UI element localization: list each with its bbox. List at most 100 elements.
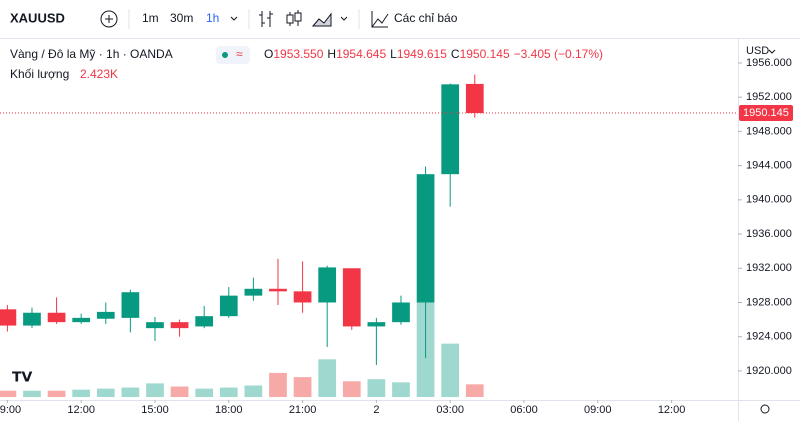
settings-icon[interactable] [760,404,770,414]
candle-body [269,288,287,292]
candle-body [392,302,410,323]
volume-bar [465,384,484,397]
volume-bar [367,379,386,397]
candle-body [219,295,238,317]
y-tick-label: 1940.000 [746,194,792,206]
add-symbol[interactable] [100,10,118,28]
area-icon[interactable] [311,12,332,27]
volume-bar [170,386,189,397]
y-tick-label: 1936.000 [746,228,792,240]
candle-body [416,174,435,303]
x-tick-label: 06:00 [510,404,538,416]
candle-body [293,291,312,303]
candle-body [146,322,164,329]
candle-body [0,309,17,326]
indicators[interactable]: Các chỉ báo [394,11,458,25]
x-tick-label: 09:00 [584,404,612,416]
status-dot [222,52,228,58]
legend-text: O [264,47,273,61]
y-tick-label: 1920.000 [746,365,792,377]
plot-area [0,74,738,397]
legend-text: H [327,47,336,61]
candle-body [170,322,189,329]
legend-text: 1949.615 [397,47,447,61]
legend-text: L [390,47,397,61]
volume-bar [441,343,460,397]
status-icon: ≈ [236,47,243,61]
candle-body [318,267,337,303]
volume-bar [342,381,361,397]
volume-bar [72,389,91,397]
legend-text: −3.405 (−0.17%) [514,47,603,61]
volume-bar [269,372,287,397]
volume-bar [392,382,410,397]
legend-text: 1954.645 [336,47,386,61]
x-tick-label: 12:00 [67,404,95,416]
y-tick-label: 1944.000 [746,160,792,172]
x-tick-label: 15:00 [141,404,169,416]
candle-body [367,322,386,327]
x-tick-label: 18:00 [215,404,243,416]
plot: 1920.000 1924.000 1928.000 1932.000 1936.000… [0,57,793,416]
volume-label: Khối lượng [10,67,69,81]
y-tick-label: 1924.000 [746,331,792,343]
dropdown-caret[interactable] [340,16,348,21]
axis-labels: 1920.000 1924.000 1928.000 1932.000 1936.000… [0,57,793,416]
indicators-icon[interactable] [371,11,389,28]
y-tick-label: 1952.000 [746,91,792,103]
plus-icon [105,15,113,23]
legend-title: Vàng / Đô la Mỹ · 1h · OANDA [10,47,173,61]
volume-value: 2.423K [80,67,118,81]
bars-icon[interactable] [259,11,273,27]
candle-body [342,268,361,327]
symbol[interactable]: XAUUSD [10,10,65,25]
volume-bar [146,383,164,397]
x-tick-label: 21:00 [289,404,317,416]
candle-body [195,316,214,327]
y-tick-label: 1956.000 [746,57,792,69]
candles-icon [286,14,294,24]
interval[interactable]: 1m [142,11,159,25]
x-tick-label: 2 [373,404,379,416]
volume-bar [293,377,312,397]
volume-bar [121,387,140,397]
candle-body [23,312,41,326]
candle-body [72,317,91,323]
legend-text: C [451,47,460,61]
legend-text: 1950.145 [460,47,510,61]
candle-body [96,311,115,319]
candle-body [244,288,263,296]
legend-text: 1953.550 [273,47,323,61]
volume-bar [47,390,66,397]
volume-bar [195,388,214,397]
x-tick-label: 09:00 [0,404,21,416]
candles-icon [294,12,302,22]
ohlc-legend: O1953.550 H1954.645 L1949.615 C1950.145 −3.4… [264,47,603,61]
x-tick-label: 12:00 [658,404,686,416]
candle-body [121,292,140,318]
status-badge[interactable] [216,46,250,64]
y-tick-label: 1932.000 [746,262,792,274]
candle-body [465,83,484,114]
interval-active[interactable]: 1h [206,11,219,25]
interval[interactable]: 30m [170,11,193,25]
current-price-box [739,105,793,122]
currency[interactable]: USD [746,45,769,57]
candle-body [47,312,66,323]
volume-bar [318,359,337,397]
y-tick-label: 1928.000 [746,296,792,308]
volume-bar [96,388,115,397]
logo[interactable]: 𝗧𝗩 [12,369,33,385]
volume-bar [219,387,238,397]
dropdown-caret[interactable] [230,16,238,21]
candle-body [441,84,460,175]
dropdown-caret[interactable] [768,49,776,54]
volume-bar [0,390,17,397]
y-tick-label: 1948.000 [746,125,792,137]
x-tick-label: 03:00 [436,404,464,416]
volume-bar [23,390,41,397]
current-price-label: 1950.145 [743,107,789,119]
volume-bar [244,385,263,397]
